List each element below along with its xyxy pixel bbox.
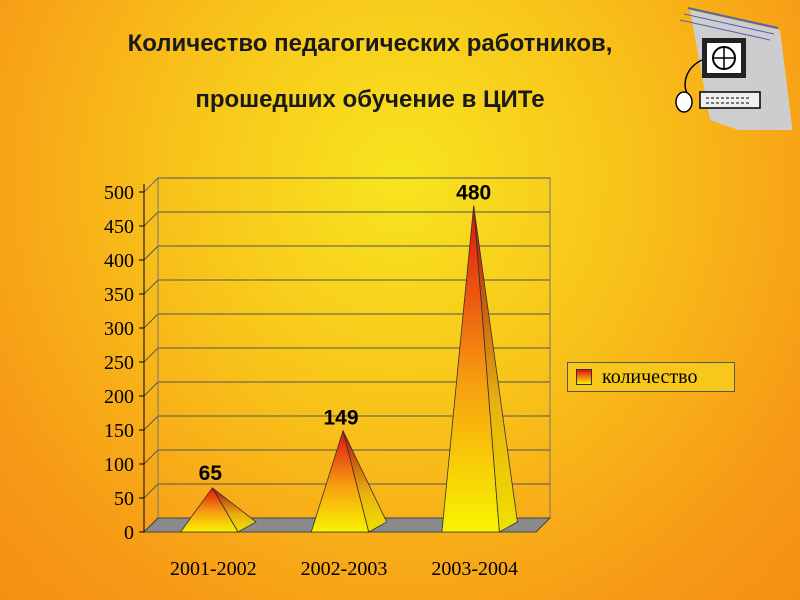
y-tick-label: 100 (104, 454, 134, 476)
gridline-side (143, 313, 159, 329)
legend-label: количество (602, 365, 698, 388)
y-tick-label: 150 (104, 420, 134, 442)
chart-title-line-1: Количество педагогических работников, (127, 30, 613, 57)
data-label: 65 (199, 462, 223, 485)
bar-side (211, 487, 257, 533)
bar-side (342, 430, 388, 533)
gridline-side (143, 279, 159, 295)
gridline-side (143, 347, 159, 363)
y-tick-label: 400 (104, 250, 134, 272)
gridline-side (143, 449, 159, 465)
y-tick-label: 0 (124, 522, 134, 544)
data-label: 480 (456, 182, 491, 205)
gridline-side (143, 211, 159, 227)
chart-title-line-2: прошедших обучение в ЦИТе (195, 86, 545, 113)
computer-icon (675, 7, 793, 130)
y-tick-label: 300 (104, 318, 134, 340)
y-tick-label: 200 (104, 386, 134, 408)
bars (179, 205, 518, 533)
bar-side (473, 205, 518, 533)
legend-swatch (576, 369, 592, 385)
y-tick-label: 250 (104, 352, 134, 374)
gridline-side (143, 415, 159, 431)
legend: количество (567, 362, 735, 392)
y-tick-label: 500 (104, 182, 134, 204)
y-tick-label: 450 (104, 216, 134, 238)
data-label: 149 (323, 407, 358, 430)
labels: 65 2001-2002 149 2002-2003 480 2003-2004 (170, 182, 518, 580)
x-tick-label: 2002-2003 (301, 558, 388, 580)
y-tick-label: 50 (114, 488, 134, 510)
x-tick-label: 2001-2002 (170, 558, 257, 580)
gridline-side (143, 245, 159, 261)
y-tick-label: 350 (104, 284, 134, 306)
gridline-side (143, 381, 159, 397)
gridline-side (143, 483, 159, 499)
x-tick-label: 2003-2004 (431, 558, 518, 580)
axes: 0 50 100 150 200 250 300 350 400 450 500 (104, 182, 145, 544)
